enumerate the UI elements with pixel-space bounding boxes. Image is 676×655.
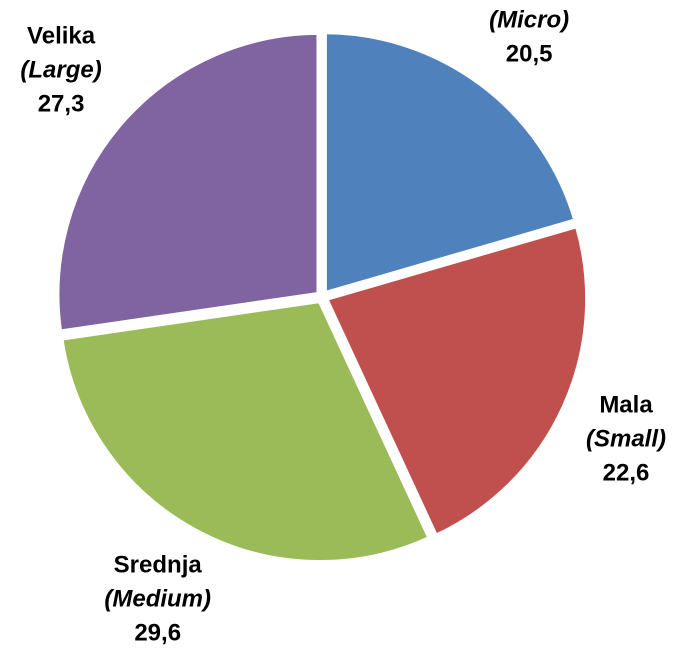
- pie-slice: [322, 222, 591, 540]
- value-label: 29,6: [134, 620, 181, 647]
- value-label: 22,6: [603, 459, 650, 486]
- pie-slice: [54, 29, 322, 335]
- slice-sublabel: (Large): [20, 57, 101, 84]
- slice-label: Srednja: [114, 552, 203, 579]
- slice-sublabel: (Small): [586, 425, 666, 452]
- slice-sublabel: (Micro): [489, 6, 569, 33]
- slice-label: Mala: [599, 391, 653, 418]
- slice-sublabel: (Medium): [104, 586, 211, 613]
- pie-slice: [57, 297, 434, 565]
- value-label: 27,3: [38, 91, 85, 118]
- slice-label: Velika: [27, 23, 96, 50]
- value-label: 20,5: [506, 40, 553, 67]
- pie-slice: [321, 29, 580, 298]
